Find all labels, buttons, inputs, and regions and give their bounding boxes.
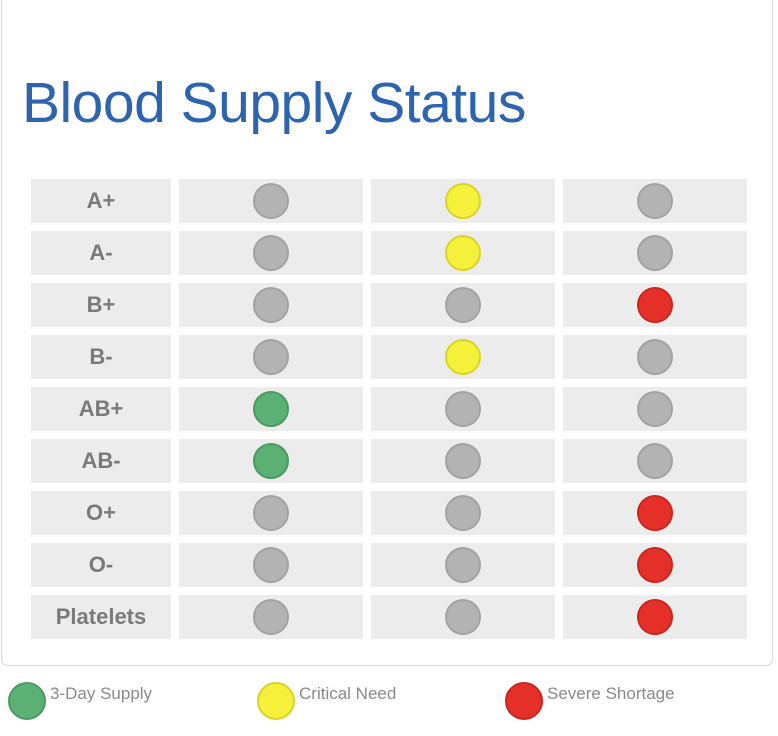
status-cell <box>179 387 363 431</box>
table-row: Platelets <box>31 595 749 639</box>
legend-item: Severe Shortage <box>505 680 675 720</box>
status-gray-dot-icon <box>637 235 673 271</box>
status-cell <box>563 335 747 379</box>
status-gray-dot-icon <box>637 391 673 427</box>
legend-red-dot-icon <box>505 682 543 720</box>
blood-type-label: A- <box>89 240 113 265</box>
table-row: AB- <box>31 439 749 483</box>
status-cell <box>179 283 363 327</box>
status-gray-dot-icon <box>253 183 289 219</box>
table-row: O+ <box>31 491 749 535</box>
legend: 3-Day Supply Critical Need Severe Shortage <box>0 680 778 722</box>
legend-yellow-dot-icon <box>257 682 295 720</box>
status-green-dot-icon <box>253 443 289 479</box>
table-row: A- <box>31 231 749 275</box>
status-gray-dot-icon <box>253 287 289 323</box>
status-cell <box>371 179 555 223</box>
status-cell <box>563 283 747 327</box>
blood-type-label: Platelets <box>55 604 147 629</box>
status-cell <box>179 179 363 223</box>
status-gray-dot-icon <box>637 443 673 479</box>
status-cell <box>179 439 363 483</box>
status-green-dot-icon <box>253 391 289 427</box>
legend-label: 3-Day Supply <box>50 684 153 703</box>
blood-type-label: O- <box>88 552 114 577</box>
status-cell <box>563 231 747 275</box>
table-row: O- <box>31 543 749 587</box>
blood-type-cell: O+ <box>31 491 171 535</box>
status-gray-dot-icon <box>445 287 481 323</box>
blood-type-cell: O- <box>31 543 171 587</box>
status-cell <box>179 595 363 639</box>
status-cell <box>371 543 555 587</box>
status-gray-dot-icon <box>445 547 481 583</box>
status-gray-dot-icon <box>445 599 481 635</box>
status-cell <box>371 231 555 275</box>
status-gray-dot-icon <box>445 495 481 531</box>
status-cell <box>371 283 555 327</box>
status-yellow-dot-icon <box>445 183 481 219</box>
status-gray-dot-icon <box>253 599 289 635</box>
status-grid: A+ A- B+ B- AB+ AB- O+ O- Platelets <box>31 179 749 647</box>
status-cell <box>563 439 747 483</box>
status-cell <box>179 335 363 379</box>
status-red-dot-icon <box>637 599 673 635</box>
status-yellow-dot-icon <box>445 339 481 375</box>
status-gray-dot-icon <box>253 495 289 531</box>
blood-supply-card: Blood Supply Status A+ A- B+ B- AB+ AB- O+ O- Pl… <box>1 0 773 666</box>
blood-type-label: O+ <box>86 500 116 525</box>
status-cell <box>371 439 555 483</box>
status-red-dot-icon <box>637 495 673 531</box>
blood-type-cell: B+ <box>31 283 171 327</box>
status-cell <box>179 543 363 587</box>
table-row: AB+ <box>31 387 749 431</box>
blood-type-cell: A- <box>31 231 171 275</box>
blood-type-label: B- <box>89 344 113 369</box>
blood-type-cell: AB- <box>31 439 171 483</box>
status-gray-dot-icon <box>637 339 673 375</box>
status-cell <box>563 387 747 431</box>
status-cell <box>179 491 363 535</box>
status-yellow-dot-icon <box>445 235 481 271</box>
table-row: B+ <box>31 283 749 327</box>
blood-type-label: AB+ <box>78 396 124 421</box>
status-cell <box>563 179 747 223</box>
blood-type-label: A+ <box>86 188 116 213</box>
blood-type-cell: B- <box>31 335 171 379</box>
status-gray-dot-icon <box>253 339 289 375</box>
status-cell <box>371 387 555 431</box>
legend-label: Severe Shortage <box>547 684 675 703</box>
status-red-dot-icon <box>637 287 673 323</box>
status-gray-dot-icon <box>445 443 481 479</box>
blood-type-cell: AB+ <box>31 387 171 431</box>
page-title: Blood Supply Status <box>22 71 526 135</box>
blood-type-cell: A+ <box>31 179 171 223</box>
status-gray-dot-icon <box>445 391 481 427</box>
status-gray-dot-icon <box>637 183 673 219</box>
status-cell <box>371 491 555 535</box>
blood-type-cell: Platelets <box>31 595 171 639</box>
status-red-dot-icon <box>637 547 673 583</box>
blood-type-label: B+ <box>86 292 116 317</box>
table-row: B- <box>31 335 749 379</box>
status-cell <box>371 335 555 379</box>
legend-green-dot-icon <box>8 682 46 720</box>
status-cell <box>371 595 555 639</box>
status-cell <box>563 595 747 639</box>
status-cell <box>563 491 747 535</box>
legend-item: Critical Need <box>257 680 396 720</box>
status-gray-dot-icon <box>253 235 289 271</box>
status-cell <box>563 543 747 587</box>
status-gray-dot-icon <box>253 547 289 583</box>
legend-label: Critical Need <box>299 684 397 703</box>
legend-item: 3-Day Supply <box>8 680 152 720</box>
status-cell <box>179 231 363 275</box>
blood-type-label: AB- <box>81 448 121 473</box>
table-row: A+ <box>31 179 749 223</box>
